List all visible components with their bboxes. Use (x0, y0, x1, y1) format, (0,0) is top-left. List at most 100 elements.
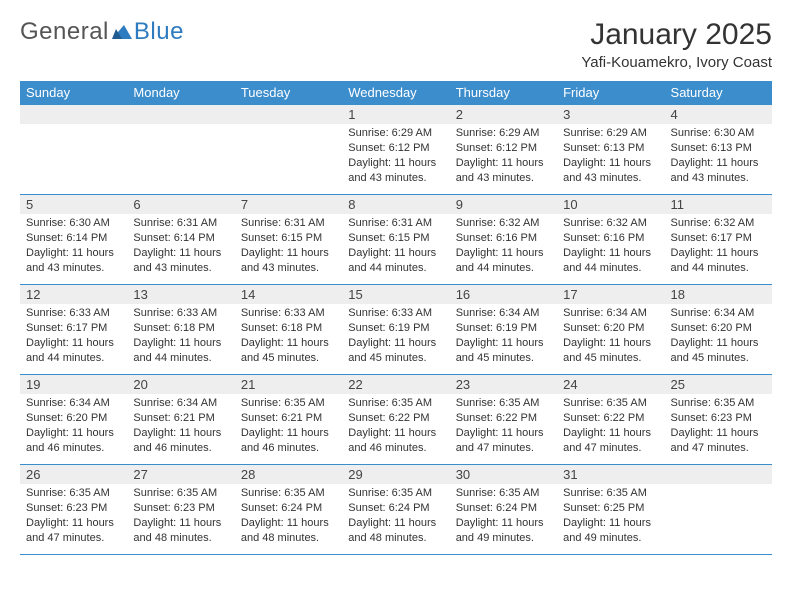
daylight2-line: and 43 minutes. (241, 261, 336, 276)
daylight1-line: Daylight: 11 hours (671, 336, 766, 351)
daylight1-line: Daylight: 11 hours (456, 156, 551, 171)
sunset-line: Sunset: 6:23 PM (26, 501, 121, 516)
calendar-cell: 8Sunrise: 6:31 AMSunset: 6:15 PMDaylight… (342, 195, 449, 285)
sunset-line: Sunset: 6:23 PM (671, 411, 766, 426)
logo-text-b: Blue (134, 18, 184, 46)
daylight1-line: Daylight: 11 hours (456, 246, 551, 261)
daylight1-line: Daylight: 11 hours (241, 336, 336, 351)
day-info: Sunrise: 6:35 AMSunset: 6:23 PMDaylight:… (127, 484, 234, 549)
daylight1-line: Daylight: 11 hours (133, 516, 228, 531)
day-info: Sunrise: 6:35 AMSunset: 6:24 PMDaylight:… (450, 484, 557, 549)
calendar-row: 1Sunrise: 6:29 AMSunset: 6:12 PMDaylight… (20, 105, 772, 195)
sunrise-line: Sunrise: 6:34 AM (456, 306, 551, 321)
daylight2-line: and 46 minutes. (348, 441, 443, 456)
sunset-line: Sunset: 6:17 PM (671, 231, 766, 246)
day-number: 8 (342, 195, 449, 214)
sunset-line: Sunset: 6:22 PM (348, 411, 443, 426)
calendar-cell: 12Sunrise: 6:33 AMSunset: 6:17 PMDayligh… (20, 285, 127, 375)
calendar-cell: 17Sunrise: 6:34 AMSunset: 6:20 PMDayligh… (557, 285, 664, 375)
day-number: 1 (342, 105, 449, 124)
calendar-cell (235, 105, 342, 195)
calendar-row: 12Sunrise: 6:33 AMSunset: 6:17 PMDayligh… (20, 285, 772, 375)
daylight1-line: Daylight: 11 hours (133, 246, 228, 261)
day-info: Sunrise: 6:34 AMSunset: 6:20 PMDaylight:… (557, 304, 664, 369)
weekday-header: Thursday (450, 81, 557, 105)
day-number: 6 (127, 195, 234, 214)
sunset-line: Sunset: 6:25 PM (563, 501, 658, 516)
day-number: 22 (342, 375, 449, 394)
daylight2-line: and 48 minutes. (241, 531, 336, 546)
day-number (127, 105, 234, 124)
sunrise-line: Sunrise: 6:31 AM (241, 216, 336, 231)
sunrise-line: Sunrise: 6:34 AM (133, 396, 228, 411)
sunrise-line: Sunrise: 6:35 AM (241, 486, 336, 501)
daylight1-line: Daylight: 11 hours (348, 156, 443, 171)
sunrise-line: Sunrise: 6:33 AM (133, 306, 228, 321)
sunrise-line: Sunrise: 6:32 AM (671, 216, 766, 231)
weekday-header-row: Sunday Monday Tuesday Wednesday Thursday… (20, 81, 772, 105)
location: Yafi-Kouamekro, Ivory Coast (581, 54, 772, 71)
day-info: Sunrise: 6:33 AMSunset: 6:19 PMDaylight:… (342, 304, 449, 369)
daylight1-line: Daylight: 11 hours (348, 516, 443, 531)
sunset-line: Sunset: 6:13 PM (671, 141, 766, 156)
sunrise-line: Sunrise: 6:29 AM (456, 126, 551, 141)
day-info: Sunrise: 6:35 AMSunset: 6:22 PMDaylight:… (557, 394, 664, 459)
daylight2-line: and 43 minutes. (671, 171, 766, 186)
day-number: 25 (665, 375, 772, 394)
sunset-line: Sunset: 6:15 PM (348, 231, 443, 246)
daylight1-line: Daylight: 11 hours (456, 426, 551, 441)
calendar-row: 26Sunrise: 6:35 AMSunset: 6:23 PMDayligh… (20, 465, 772, 555)
day-number: 12 (20, 285, 127, 304)
calendar-cell: 14Sunrise: 6:33 AMSunset: 6:18 PMDayligh… (235, 285, 342, 375)
day-number: 10 (557, 195, 664, 214)
sunrise-line: Sunrise: 6:35 AM (563, 486, 658, 501)
sunset-line: Sunset: 6:20 PM (671, 321, 766, 336)
daylight1-line: Daylight: 11 hours (671, 246, 766, 261)
calendar-cell (20, 105, 127, 195)
calendar-cell: 2Sunrise: 6:29 AMSunset: 6:12 PMDaylight… (450, 105, 557, 195)
weekday-header: Sunday (20, 81, 127, 105)
calendar-cell: 22Sunrise: 6:35 AMSunset: 6:22 PMDayligh… (342, 375, 449, 465)
sunset-line: Sunset: 6:14 PM (26, 231, 121, 246)
sunrise-line: Sunrise: 6:34 AM (26, 396, 121, 411)
day-number: 7 (235, 195, 342, 214)
sunset-line: Sunset: 6:12 PM (348, 141, 443, 156)
day-number: 11 (665, 195, 772, 214)
day-number: 15 (342, 285, 449, 304)
sunrise-line: Sunrise: 6:31 AM (348, 216, 443, 231)
day-number (235, 105, 342, 124)
calendar-cell: 31Sunrise: 6:35 AMSunset: 6:25 PMDayligh… (557, 465, 664, 555)
daylight2-line: and 45 minutes. (563, 351, 658, 366)
daylight1-line: Daylight: 11 hours (26, 516, 121, 531)
day-info: Sunrise: 6:29 AMSunset: 6:12 PMDaylight:… (450, 124, 557, 189)
daylight2-line: and 45 minutes. (456, 351, 551, 366)
calendar-cell: 25Sunrise: 6:35 AMSunset: 6:23 PMDayligh… (665, 375, 772, 465)
daylight2-line: and 47 minutes. (456, 441, 551, 456)
daylight2-line: and 47 minutes. (563, 441, 658, 456)
sunset-line: Sunset: 6:24 PM (241, 501, 336, 516)
day-info: Sunrise: 6:34 AMSunset: 6:20 PMDaylight:… (665, 304, 772, 369)
sunset-line: Sunset: 6:23 PM (133, 501, 228, 516)
day-number: 19 (20, 375, 127, 394)
daylight2-line: and 44 minutes. (348, 261, 443, 276)
calendar-cell: 16Sunrise: 6:34 AMSunset: 6:19 PMDayligh… (450, 285, 557, 375)
calendar-cell: 1Sunrise: 6:29 AMSunset: 6:12 PMDaylight… (342, 105, 449, 195)
calendar-cell: 20Sunrise: 6:34 AMSunset: 6:21 PMDayligh… (127, 375, 234, 465)
sunrise-line: Sunrise: 6:35 AM (563, 396, 658, 411)
daylight2-line: and 44 minutes. (26, 351, 121, 366)
daylight1-line: Daylight: 11 hours (348, 336, 443, 351)
day-info: Sunrise: 6:35 AMSunset: 6:22 PMDaylight:… (342, 394, 449, 459)
sunset-line: Sunset: 6:14 PM (133, 231, 228, 246)
sunrise-line: Sunrise: 6:35 AM (671, 396, 766, 411)
daylight2-line: and 48 minutes. (133, 531, 228, 546)
daylight2-line: and 47 minutes. (26, 531, 121, 546)
day-number: 4 (665, 105, 772, 124)
calendar-cell: 30Sunrise: 6:35 AMSunset: 6:24 PMDayligh… (450, 465, 557, 555)
day-number: 26 (20, 465, 127, 484)
calendar-cell: 3Sunrise: 6:29 AMSunset: 6:13 PMDaylight… (557, 105, 664, 195)
day-info: Sunrise: 6:35 AMSunset: 6:24 PMDaylight:… (235, 484, 342, 549)
sunset-line: Sunset: 6:24 PM (456, 501, 551, 516)
day-number: 5 (20, 195, 127, 214)
day-info: Sunrise: 6:33 AMSunset: 6:17 PMDaylight:… (20, 304, 127, 369)
daylight1-line: Daylight: 11 hours (563, 246, 658, 261)
